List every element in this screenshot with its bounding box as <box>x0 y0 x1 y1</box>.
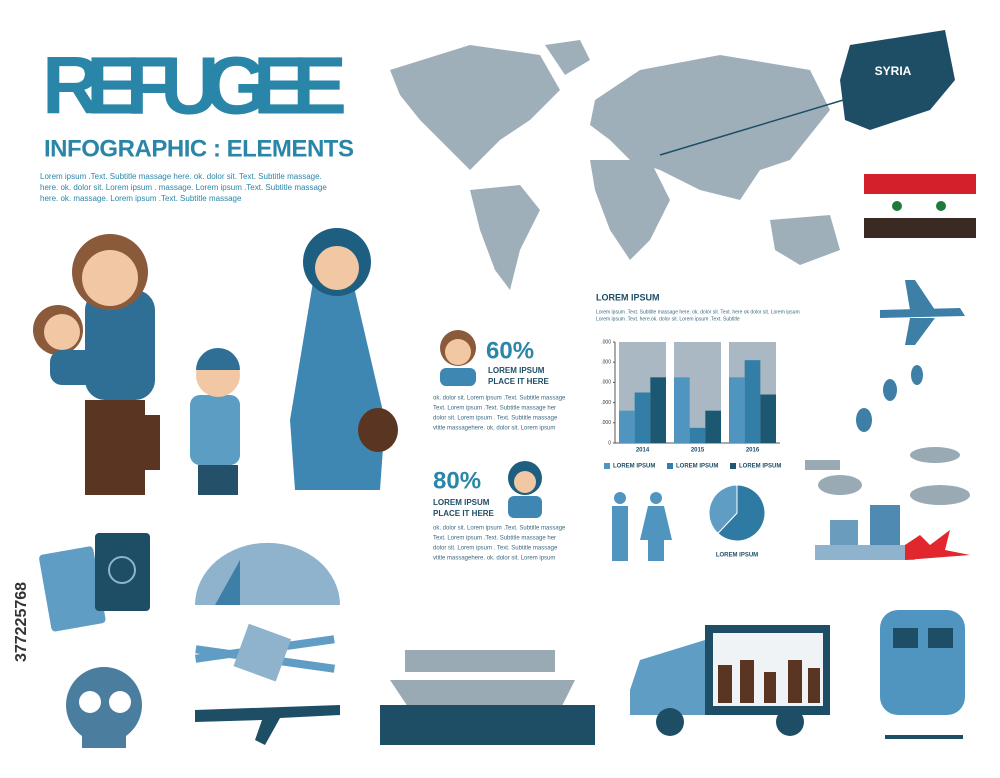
passports <box>39 533 150 632</box>
bar <box>650 377 666 443</box>
stat-caption: PLACE IT HERE <box>488 377 550 386</box>
title: REFUGEE <box>42 41 347 132</box>
rifle <box>195 705 340 745</box>
x-tick-label: 2016 <box>746 448 760 454</box>
family <box>33 228 398 495</box>
stat-body: dolor sit. Lorem ipsum . Text. Subtitle … <box>433 546 558 552</box>
legend-swatch <box>730 463 736 469</box>
syria-label: SYRIA <box>875 64 912 78</box>
bar <box>705 410 721 443</box>
truck-people <box>718 660 820 703</box>
intro: here. ok. massage. Lorem ipsum .Text. Su… <box>40 194 242 203</box>
stat-body: vtitle massagehere. ok. dolor sit. Lorem… <box>433 426 555 432</box>
x-tick-label: 2014 <box>636 448 650 454</box>
bar <box>689 427 706 443</box>
chart-description: Lorem ipsum .Text. here.ok. dolor sit. L… <box>596 316 740 322</box>
stat-body: ok. dolor sit. Lorem ipsum .Text. Subtit… <box>433 526 566 532</box>
bombs <box>856 365 923 432</box>
x-tick-label: 2015 <box>691 448 705 454</box>
destroyed-city <box>805 447 970 560</box>
bar <box>619 410 635 443</box>
bar <box>674 377 690 443</box>
chart-title: LOREM IPSUM <box>596 292 660 302</box>
gender-icons <box>612 492 672 561</box>
stat-value: 80% <box>433 467 481 494</box>
bar <box>760 394 776 443</box>
barbed-wire <box>194 623 336 682</box>
skull <box>66 667 142 748</box>
stat-body: Text. Lorem ipsum .Text. Subtitle massag… <box>433 536 556 542</box>
legend-swatch <box>604 463 610 469</box>
legend-swatch <box>667 463 673 469</box>
syria-map <box>840 30 955 130</box>
stat-body: dolor sit. Lorem ipsum . Text. Subtitle … <box>433 416 558 422</box>
stat-body: Text. Lorem ipsum .Text. Subtitle massag… <box>433 406 556 412</box>
pie-label: LOREM IPSUM <box>716 553 758 559</box>
bar <box>744 360 761 443</box>
boat <box>380 650 595 745</box>
y-tick-label: .000 <box>601 360 611 366</box>
world-map <box>390 40 840 290</box>
stock-id: 377225768 <box>13 582 30 662</box>
legend-label: LOREM IPSUM <box>676 464 718 470</box>
bar <box>634 392 651 443</box>
legend-label: LOREM IPSUM <box>739 464 781 470</box>
stat-caption: PLACE IT HERE <box>433 509 495 518</box>
stat-value: 60% <box>486 337 534 364</box>
pie-slice <box>717 484 766 542</box>
y-tick-label: .000 <box>601 420 611 426</box>
chart-description: Lorem ipsum .Text. Subtitle massage here… <box>596 309 800 315</box>
tent-door <box>215 560 240 605</box>
avatar <box>440 330 476 386</box>
stat-caption: LOREM IPSUM <box>433 498 490 507</box>
stat-body: ok. dolor sit. Lorem ipsum .Text. Subtit… <box>433 396 566 402</box>
pie-slice <box>708 484 738 535</box>
stat-body: vtitle massagehere. ok. dolor sit. Lorem… <box>433 556 555 562</box>
bar <box>729 377 745 443</box>
train <box>880 610 965 739</box>
legend-label: LOREM IPSUM <box>613 464 655 470</box>
subtitle: INFOGRAPHIC : ELEMENTS <box>44 135 354 162</box>
plane <box>880 280 965 345</box>
intro: Lorem ipsum .Text. Subtitle massage here… <box>40 172 322 181</box>
avatar <box>508 461 542 518</box>
y-tick-label: .000 <box>601 339 611 345</box>
arrow <box>659 94 861 156</box>
y-tick-label: 0 <box>608 440 611 446</box>
intro: here. ok. dolor sit. Lorem ipsum . massa… <box>40 183 327 192</box>
stat-caption: LOREM IPSUM <box>488 366 545 375</box>
tent <box>195 542 340 605</box>
y-tick-label: .000 <box>601 400 611 406</box>
flag <box>864 174 976 238</box>
y-tick-label: .000 <box>601 380 611 386</box>
